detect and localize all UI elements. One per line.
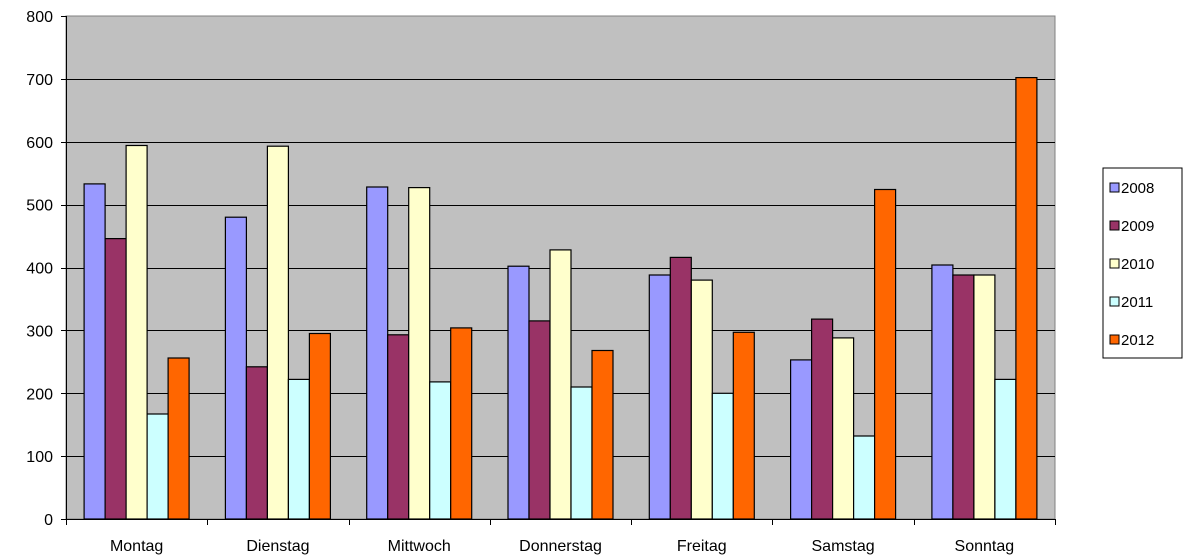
bar-2009-montag	[104, 238, 127, 520]
x-tick-label: Montag	[110, 538, 163, 555]
legend-swatch	[1109, 182, 1120, 193]
bars	[83, 76, 1038, 520]
bar-2009-mittwoch	[387, 334, 410, 520]
bar-2012-mittwoch	[450, 327, 473, 520]
legend-swatch	[1109, 296, 1120, 307]
legend-label: 2011	[1121, 294, 1153, 311]
legend-label: 2012	[1121, 332, 1154, 349]
bar-2010-dienstag	[266, 145, 289, 520]
x-tick-label: Samstag	[812, 538, 875, 555]
bar-2009-samstag	[810, 318, 834, 520]
bar-2008-montag	[83, 183, 106, 520]
x-tick-label: Mittwoch	[388, 538, 451, 555]
legend-swatch	[1109, 258, 1120, 269]
y-tick-label: 100	[26, 449, 53, 466]
bar-2010-samstag	[831, 337, 855, 520]
bar-2008-samstag	[789, 359, 813, 520]
legend-label: 2009	[1121, 218, 1154, 235]
bar-2008-freitag	[648, 274, 671, 520]
y-tick-label: 400	[26, 261, 53, 278]
bar-2010-donnerstag	[549, 249, 572, 520]
y-tick-label: 500	[26, 198, 53, 215]
bar-2010-montag	[125, 144, 148, 520]
y-tick-label: 300	[26, 323, 53, 340]
y-tick-label: 700	[26, 72, 53, 89]
bar-2011-freitag	[711, 392, 734, 520]
bar-2009-freitag	[669, 256, 692, 520]
y-tick-label: 200	[26, 386, 53, 403]
axes	[66, 16, 1055, 520]
y-tick-label: 0	[44, 512, 53, 529]
legend-label: 2010	[1121, 256, 1154, 273]
y-tick-label: 600	[26, 135, 53, 152]
bar-2010-freitag	[690, 279, 713, 520]
bar-2008-dienstag	[224, 216, 247, 520]
bar-2008-donnerstag	[507, 265, 530, 520]
legend: 2008 2009 2010 2011 2012	[1102, 167, 1183, 359]
bar-2011-mittwoch	[429, 381, 452, 520]
x-tick-label: Donnerstag	[519, 538, 602, 555]
legend-swatch	[1109, 220, 1120, 231]
y-axis-ticks: 0 100 200 300 400 500 600 700 800	[26, 9, 66, 529]
legend-box	[1102, 167, 1183, 359]
bar-2012-sonntag	[1015, 76, 1038, 520]
bar-2009-dienstag	[245, 366, 268, 520]
bar-2011-montag	[146, 413, 169, 520]
bar-2012-dienstag	[308, 332, 331, 520]
bar-2011-donnerstag	[570, 386, 593, 520]
bar-2011-samstag	[852, 435, 876, 520]
bar-2009-donnerstag	[528, 320, 551, 520]
legend-swatch	[1109, 334, 1120, 345]
x-axis-ticks: Montag Dienstag Mittwoch Donnerstag Freitag S…	[66, 519, 1056, 555]
y-tick-label: 800	[26, 9, 53, 26]
bar-2012-donnerstag	[591, 349, 614, 520]
bar-2009-sonntag	[952, 274, 975, 520]
bar-2010-mittwoch	[408, 187, 431, 520]
bar-2008-sonntag	[931, 264, 954, 520]
bar-2008-mittwoch	[366, 186, 389, 520]
bar-2012-samstag	[873, 188, 897, 520]
bar-2011-sonntag	[994, 378, 1017, 520]
bar-2011-dienstag	[287, 378, 310, 520]
bar-2010-sonntag	[973, 274, 996, 520]
bar-2012-freitag	[732, 331, 755, 520]
legend-label: 2008	[1121, 180, 1154, 197]
x-tick-label: Dienstag	[246, 538, 309, 555]
bar-2012-montag	[167, 357, 190, 520]
x-tick-label: Freitag	[677, 538, 727, 555]
x-tick-label: Sonntag	[955, 538, 1015, 555]
